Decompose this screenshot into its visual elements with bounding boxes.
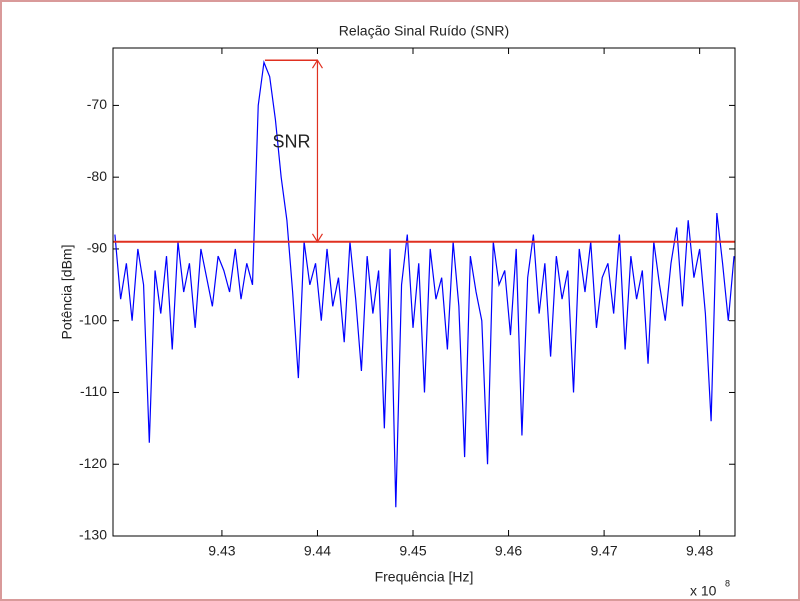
- snr-annotation: SNR: [272, 132, 310, 152]
- arrow-head: [311, 59, 323, 69]
- data-line: [114, 59, 735, 508]
- y-tick-label: -110: [80, 383, 107, 399]
- plot-area: [113, 48, 735, 536]
- x-tick-label: 9.46: [495, 543, 522, 559]
- chart-title: Relação Sinal Ruído (SNR): [339, 23, 509, 39]
- x-axis-label: Frequência [Hz]: [375, 569, 474, 585]
- y-axis-label: Potência [dBm]: [59, 245, 75, 340]
- y-tick-label: -70: [87, 96, 107, 112]
- x-tick-label: 9.45: [399, 543, 426, 559]
- y-tick-label: -130: [79, 527, 107, 543]
- y-tick-label: -90: [87, 240, 107, 256]
- y-tick-label: -80: [87, 168, 107, 184]
- x-multiplier-exp: 8: [725, 578, 730, 588]
- y-tick-label: -120: [79, 455, 107, 471]
- x-tick-label: 9.47: [590, 543, 617, 559]
- x-tick-label: 9.48: [686, 543, 713, 559]
- axes-box: [112, 47, 736, 537]
- x-tick-label: 9.43: [208, 543, 235, 559]
- y-tick-label: -100: [79, 311, 107, 327]
- arrow-head: [311, 233, 323, 243]
- x-multiplier: x 10: [690, 583, 717, 599]
- x-tick-label: 9.44: [304, 543, 331, 559]
